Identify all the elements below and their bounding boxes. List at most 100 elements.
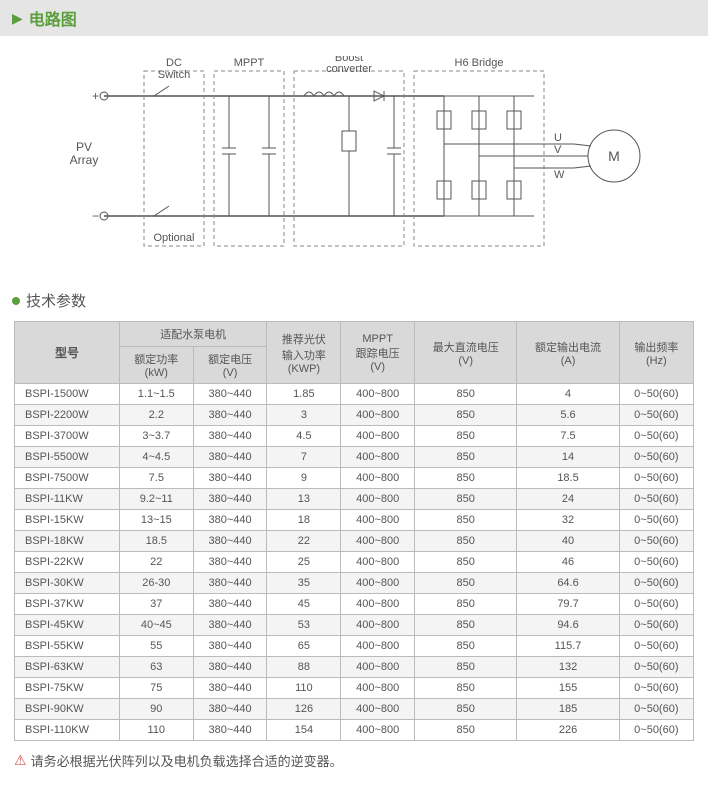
cell-maxdc: 850 bbox=[415, 468, 517, 489]
cell-cur: 64.6 bbox=[517, 573, 619, 594]
svg-text:Optional: Optional bbox=[154, 232, 195, 244]
cell-freq: 0~50(60) bbox=[619, 531, 693, 552]
svg-text:U: U bbox=[554, 132, 562, 144]
cell-model: BSPI-55KW bbox=[15, 636, 120, 657]
cell-power: 18.5 bbox=[119, 531, 193, 552]
cell-cur: 155 bbox=[517, 678, 619, 699]
cell-cur: 46 bbox=[517, 552, 619, 573]
cell-cur: 4 bbox=[517, 384, 619, 405]
cell-voltage: 380~440 bbox=[193, 594, 267, 615]
footnote-text: 请务必根据光伏阵列以及电机负载选择合适的逆变器。 bbox=[31, 751, 343, 770]
cell-maxdc: 850 bbox=[415, 636, 517, 657]
cell-power: 3~3.7 bbox=[119, 426, 193, 447]
cell-pv: 88 bbox=[267, 657, 341, 678]
cell-freq: 0~50(60) bbox=[619, 615, 693, 636]
cell-maxdc: 850 bbox=[415, 384, 517, 405]
cell-voltage: 380~440 bbox=[193, 699, 267, 720]
cell-power: 13~15 bbox=[119, 510, 193, 531]
cell-freq: 0~50(60) bbox=[619, 447, 693, 468]
cell-mppt: 400~800 bbox=[341, 615, 415, 636]
cell-pv: 65 bbox=[267, 636, 341, 657]
cell-freq: 0~50(60) bbox=[619, 720, 693, 741]
th-mppt: MPPT跟踪电压(V) bbox=[341, 322, 415, 384]
cell-mppt: 400~800 bbox=[341, 657, 415, 678]
cell-model: BSPI-7500W bbox=[15, 468, 120, 489]
cell-model: BSPI-63KW bbox=[15, 657, 120, 678]
cell-freq: 0~50(60) bbox=[619, 426, 693, 447]
svg-text:Array: Array bbox=[70, 153, 99, 167]
cell-cur: 132 bbox=[517, 657, 619, 678]
cell-power: 22 bbox=[119, 552, 193, 573]
cell-voltage: 380~440 bbox=[193, 447, 267, 468]
cell-freq: 0~50(60) bbox=[619, 636, 693, 657]
cell-cur: 5.6 bbox=[517, 405, 619, 426]
cell-cur: 24 bbox=[517, 489, 619, 510]
cell-cur: 185 bbox=[517, 699, 619, 720]
cell-maxdc: 850 bbox=[415, 678, 517, 699]
svg-text:Switch: Switch bbox=[158, 69, 190, 81]
cell-freq: 0~50(60) bbox=[619, 678, 693, 699]
cell-power: 26-30 bbox=[119, 573, 193, 594]
table-row: BSPI-2200W2.2380~4403400~8008505.60~50(6… bbox=[15, 405, 694, 426]
cell-power: 7.5 bbox=[119, 468, 193, 489]
cell-power: 37 bbox=[119, 594, 193, 615]
cell-maxdc: 850 bbox=[415, 531, 517, 552]
dot-icon bbox=[12, 297, 20, 305]
spec-table: 型号 适配水泵电机 推荐光伏输入功率(KWP) MPPT跟踪电压(V) 最大直流… bbox=[14, 321, 694, 741]
cell-mppt: 400~800 bbox=[341, 405, 415, 426]
cell-voltage: 380~440 bbox=[193, 657, 267, 678]
cell-model: BSPI-1500W bbox=[15, 384, 120, 405]
cell-mppt: 400~800 bbox=[341, 468, 415, 489]
cell-power: 2.2 bbox=[119, 405, 193, 426]
cell-mppt: 400~800 bbox=[341, 720, 415, 741]
subsection-title: 技术参数 bbox=[26, 290, 86, 311]
table-row: BSPI-11KW9.2~11380~44013400~800850240~50… bbox=[15, 489, 694, 510]
cell-freq: 0~50(60) bbox=[619, 510, 693, 531]
cell-cur: 94.6 bbox=[517, 615, 619, 636]
svg-text:−: − bbox=[92, 209, 99, 223]
cell-model: BSPI-30KW bbox=[15, 573, 120, 594]
cell-mppt: 400~800 bbox=[341, 384, 415, 405]
cell-mppt: 400~800 bbox=[341, 552, 415, 573]
cell-cur: 79.7 bbox=[517, 594, 619, 615]
table-row: BSPI-55KW55380~44065400~800850115.70~50(… bbox=[15, 636, 694, 657]
cell-freq: 0~50(60) bbox=[619, 552, 693, 573]
th-power: 额定功率(kW) bbox=[119, 347, 193, 384]
table-row: BSPI-1500W1.1~1.5380~4401.85400~80085040… bbox=[15, 384, 694, 405]
table-row: BSPI-90KW90380~440126400~8008501850~50(6… bbox=[15, 699, 694, 720]
svg-text:MPPT: MPPT bbox=[234, 57, 265, 69]
cell-voltage: 380~440 bbox=[193, 615, 267, 636]
cell-pv: 9 bbox=[267, 468, 341, 489]
th-motor-group: 适配水泵电机 bbox=[119, 322, 267, 347]
cell-mppt: 400~800 bbox=[341, 573, 415, 594]
th-maxdc: 最大直流电压(V) bbox=[415, 322, 517, 384]
section-header-specs: 技术参数 bbox=[0, 286, 708, 321]
cell-pv: 1.85 bbox=[267, 384, 341, 405]
th-voltage: 额定电压(V) bbox=[193, 347, 267, 384]
footnote: ⚠ 请务必根据光伏阵列以及电机负载选择合适的逆变器。 bbox=[0, 741, 708, 780]
cell-maxdc: 850 bbox=[415, 573, 517, 594]
cell-model: BSPI-15KW bbox=[15, 510, 120, 531]
cell-freq: 0~50(60) bbox=[619, 468, 693, 489]
svg-text:PV: PV bbox=[76, 140, 92, 154]
cell-model: BSPI-5500W bbox=[15, 447, 120, 468]
cell-maxdc: 850 bbox=[415, 552, 517, 573]
cell-pv: 18 bbox=[267, 510, 341, 531]
cell-pv: 22 bbox=[267, 531, 341, 552]
table-row: BSPI-75KW75380~440110400~8008501550~50(6… bbox=[15, 678, 694, 699]
cell-cur: 18.5 bbox=[517, 468, 619, 489]
table-row: BSPI-30KW26-30380~44035400~80085064.60~5… bbox=[15, 573, 694, 594]
cell-maxdc: 850 bbox=[415, 447, 517, 468]
cell-model: BSPI-3700W bbox=[15, 426, 120, 447]
cell-power: 75 bbox=[119, 678, 193, 699]
cell-voltage: 380~440 bbox=[193, 636, 267, 657]
arrow-icon: ▶ bbox=[12, 10, 23, 27]
table-row: BSPI-45KW40~45380~44053400~80085094.60~5… bbox=[15, 615, 694, 636]
table-row: BSPI-15KW13~15380~44018400~800850320~50(… bbox=[15, 510, 694, 531]
cell-mppt: 400~800 bbox=[341, 447, 415, 468]
svg-text:H6 Bridge: H6 Bridge bbox=[455, 57, 504, 69]
cell-mppt: 400~800 bbox=[341, 699, 415, 720]
cell-voltage: 380~440 bbox=[193, 552, 267, 573]
cell-pv: 4.5 bbox=[267, 426, 341, 447]
cell-model: BSPI-110KW bbox=[15, 720, 120, 741]
